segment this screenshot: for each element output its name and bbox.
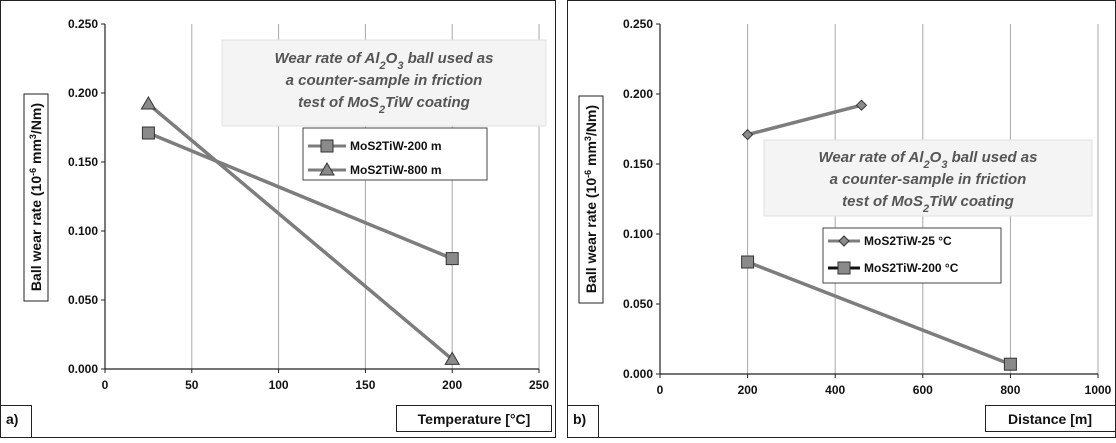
x-tick-label: 800 bbox=[1000, 383, 1020, 397]
chart-panel-a: 0.000 0.050 0.100 0.150 0.200 0.250 0 50 100 150 2… bbox=[0, 0, 556, 438]
data-point bbox=[445, 252, 459, 266]
data-point bbox=[444, 351, 461, 365]
panel-label: a) bbox=[6, 411, 18, 427]
y-tick-label: 0.250 bbox=[623, 17, 653, 31]
series-line bbox=[147, 131, 453, 261]
x-tick-label: 250 bbox=[529, 378, 549, 392]
y-tick-label: 0.100 bbox=[623, 227, 653, 241]
data-point bbox=[741, 128, 754, 141]
data-point bbox=[855, 99, 868, 111]
x-axis-label-box bbox=[396, 405, 552, 432]
data-point bbox=[741, 255, 755, 269]
legend-swatch-marker bbox=[838, 235, 850, 247]
y-tick-label: 0.100 bbox=[68, 224, 98, 238]
y-tick-label: 0.250 bbox=[68, 17, 98, 31]
series-triangle bbox=[140, 96, 461, 365]
panel-frame bbox=[567, 0, 1116, 438]
panel-label-box bbox=[0, 405, 32, 438]
x-tick-label: 0 bbox=[657, 383, 664, 397]
y-tick-label: 0.000 bbox=[623, 367, 653, 381]
y-tick-label: 0.150 bbox=[623, 157, 653, 171]
legend-label: MoS2TiW-200 m bbox=[350, 139, 442, 153]
series-diamond bbox=[741, 99, 868, 141]
legend-swatch-marker bbox=[837, 261, 851, 275]
annotation-line: Wear rate of Al2O3 ball used as bbox=[275, 50, 494, 72]
chart-panel-b: 0.000 0.050 0.100 0.150 0.200 0.250 0 200 400 600… bbox=[567, 0, 1116, 438]
x-axis-label: Temperature [°C] bbox=[418, 411, 531, 427]
y-tick-label: 0.200 bbox=[68, 86, 98, 100]
y-tick-label: 0.150 bbox=[68, 155, 98, 169]
annotation-box bbox=[221, 39, 547, 127]
data-point bbox=[140, 96, 157, 110]
data-point bbox=[141, 126, 155, 140]
panel-label-box bbox=[567, 405, 599, 438]
x-tick-label: 1000 bbox=[1085, 383, 1112, 397]
y-tick-label: 0.050 bbox=[68, 293, 98, 307]
y-axis-label-box bbox=[23, 93, 49, 302]
y-axis-label-box bbox=[578, 95, 604, 304]
x-tick-label: 200 bbox=[442, 378, 462, 392]
annotation-line: test of MoS2TiW coating bbox=[298, 94, 470, 116]
legend-box bbox=[822, 227, 1002, 284]
legend-swatch-marker bbox=[320, 139, 334, 153]
x-tick-label: 400 bbox=[825, 383, 845, 397]
annotation-line: a counter-sample in friction bbox=[830, 171, 1027, 188]
x-axis-label: Distance [m] bbox=[1008, 411, 1092, 427]
legend-swatch-marker bbox=[319, 162, 335, 176]
x-tick-label: 600 bbox=[913, 383, 933, 397]
y-tick-label: 0.000 bbox=[68, 362, 98, 376]
x-tick-label: 150 bbox=[355, 378, 375, 392]
annotation-line: a counter-sample in friction bbox=[286, 72, 483, 89]
x-axis-label-box bbox=[985, 405, 1116, 432]
y-tick-label: 0.050 bbox=[623, 297, 653, 311]
x-tick-label: 200 bbox=[738, 383, 758, 397]
series-square bbox=[741, 255, 1017, 371]
x-tick-label: 0 bbox=[102, 378, 109, 392]
annotation-box bbox=[763, 139, 1093, 217]
series-line bbox=[747, 103, 862, 137]
series-line bbox=[746, 260, 1012, 366]
y-axis-label: Ball wear rate (10-6 mm3/Nm) bbox=[583, 105, 599, 293]
x-tick-label: 50 bbox=[185, 378, 199, 392]
panel-label: b) bbox=[573, 411, 586, 427]
legend-label: MoS2TiW-25 °C bbox=[864, 234, 952, 248]
annotation-line: Wear rate of Al2O3 ball used as bbox=[819, 149, 1038, 171]
legend-label: MoS2TiW-800 m bbox=[350, 163, 442, 177]
legend-label: MoS2TiW-200 °C bbox=[864, 261, 959, 275]
y-axis-label: Ball wear rate (10-6 mm3/Nm) bbox=[28, 103, 44, 291]
series-square bbox=[141, 126, 459, 266]
series-line bbox=[147, 102, 454, 361]
annotation-line: test of MoS2TiW coating bbox=[842, 193, 1014, 215]
data-point bbox=[1003, 357, 1017, 371]
y-tick-label: 0.200 bbox=[623, 87, 653, 101]
x-tick-label: 100 bbox=[269, 378, 289, 392]
